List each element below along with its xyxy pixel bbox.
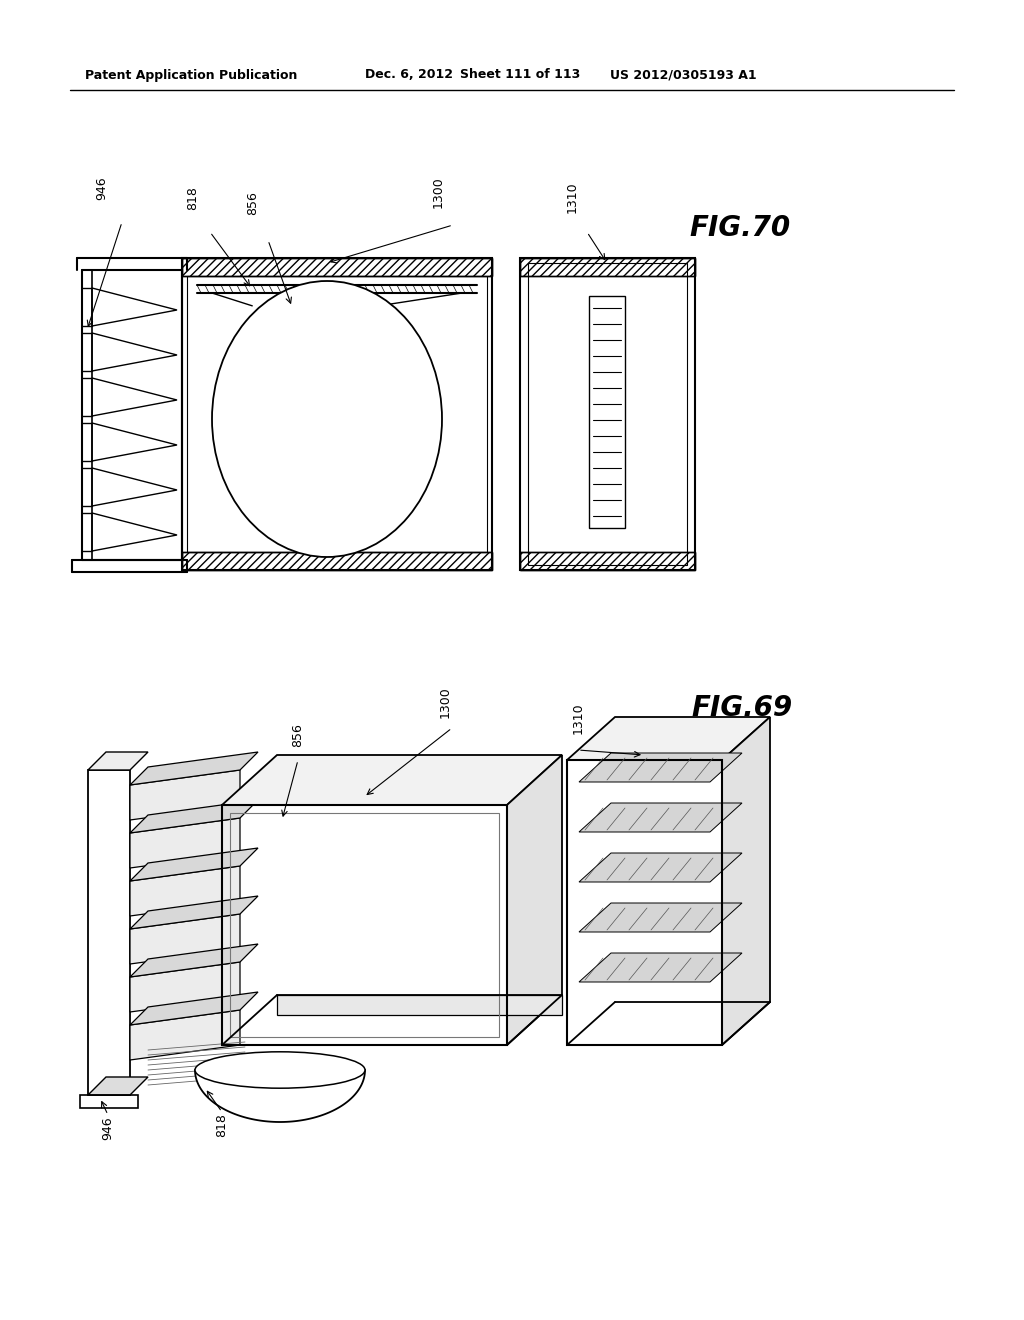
Text: 856: 856: [292, 723, 304, 747]
Polygon shape: [722, 717, 770, 1045]
Text: US 2012/0305193 A1: US 2012/0305193 A1: [610, 69, 757, 82]
Text: FIG.70: FIG.70: [689, 214, 791, 242]
Bar: [520, 257, 695, 276]
Text: 818: 818: [215, 1113, 228, 1137]
Polygon shape: [579, 803, 742, 832]
Text: 1300: 1300: [431, 176, 444, 207]
Bar: [528, 263, 687, 565]
Polygon shape: [507, 755, 562, 1045]
Polygon shape: [130, 752, 258, 785]
Text: Patent Application Publication: Patent Application Publication: [85, 69, 297, 82]
Bar: [520, 257, 695, 570]
Polygon shape: [278, 995, 562, 1015]
Polygon shape: [130, 993, 258, 1026]
Text: Sheet 111 of 113: Sheet 111 of 113: [460, 69, 581, 82]
Polygon shape: [130, 962, 240, 1012]
Bar: [520, 552, 695, 570]
Ellipse shape: [195, 1052, 365, 1088]
Bar: [520, 257, 695, 276]
Polygon shape: [130, 770, 240, 820]
Polygon shape: [130, 818, 240, 869]
Polygon shape: [195, 1071, 365, 1122]
Text: 1310: 1310: [571, 702, 585, 734]
Polygon shape: [130, 800, 258, 833]
Bar: [182, 257, 492, 276]
Bar: [182, 257, 492, 276]
Bar: [222, 805, 507, 1045]
Polygon shape: [579, 953, 742, 982]
Text: 946: 946: [101, 1117, 115, 1139]
Ellipse shape: [212, 281, 442, 557]
Text: Dec. 6, 2012: Dec. 6, 2012: [365, 69, 453, 82]
Text: 946: 946: [95, 176, 109, 199]
Text: FIG.69: FIG.69: [691, 694, 793, 722]
Polygon shape: [222, 755, 562, 805]
Text: 1310: 1310: [565, 181, 579, 213]
Polygon shape: [579, 853, 742, 882]
Polygon shape: [130, 847, 258, 880]
Bar: [187, 276, 487, 552]
Bar: [520, 552, 695, 570]
Bar: [589, 296, 625, 528]
Text: 856: 856: [247, 191, 259, 215]
Text: 1300: 1300: [438, 686, 452, 718]
Polygon shape: [130, 1010, 240, 1060]
Text: 818: 818: [186, 186, 200, 210]
Polygon shape: [579, 752, 742, 781]
Polygon shape: [567, 717, 770, 760]
Polygon shape: [130, 866, 240, 916]
Polygon shape: [130, 944, 258, 977]
Bar: [230, 813, 499, 1038]
Bar: [182, 552, 492, 570]
Bar: [182, 552, 492, 570]
Polygon shape: [88, 1077, 148, 1096]
Polygon shape: [579, 903, 742, 932]
Polygon shape: [130, 913, 240, 964]
Bar: [182, 257, 492, 570]
Polygon shape: [88, 752, 148, 770]
Bar: [567, 760, 722, 1045]
Polygon shape: [130, 896, 258, 929]
